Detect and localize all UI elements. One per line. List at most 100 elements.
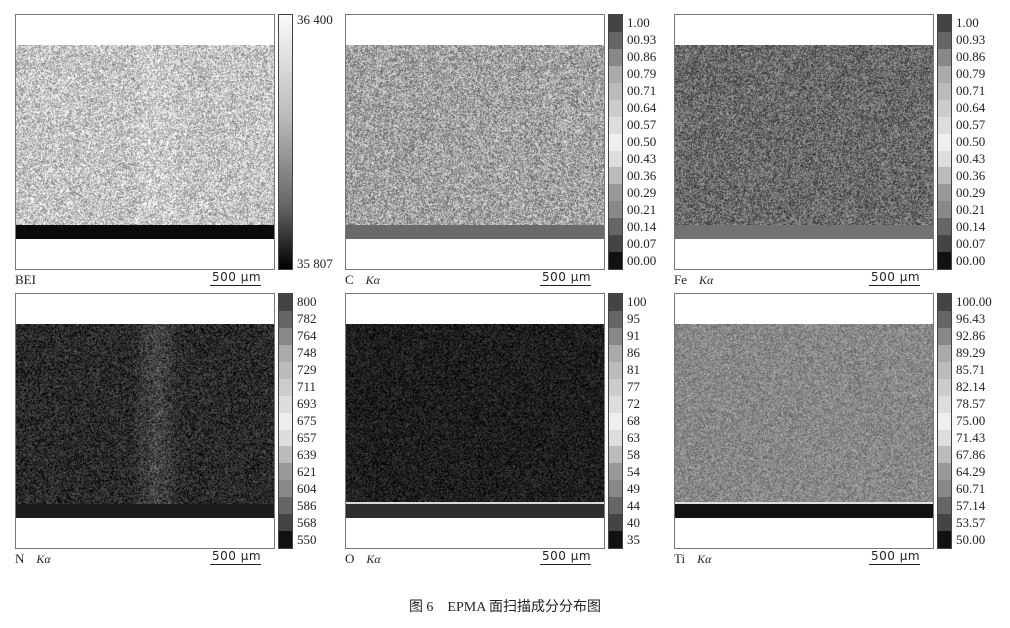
colorbar-segment [609, 134, 622, 151]
colorbar-segment [609, 531, 622, 548]
scale-bar: 500 μm [540, 549, 591, 565]
colorbar-tick: 00.43 [627, 151, 656, 167]
colorbar-tick: 86 [627, 345, 640, 361]
colorbar-segment [938, 311, 951, 328]
colorbar-tick: 764 [297, 328, 317, 344]
substrate-strip [346, 225, 604, 239]
element-name: C [345, 272, 354, 287]
colorbar-segment [609, 117, 622, 134]
colorbar-tick: 36 400 [297, 12, 333, 28]
colorbar [278, 14, 293, 270]
colorbar-segment [938, 413, 951, 430]
colorbar-tick: 00.14 [956, 219, 985, 235]
colorbar-segment [279, 480, 292, 497]
colorbar-tick: 35 [627, 532, 640, 548]
colorbar-segment [938, 480, 951, 497]
colorbar [608, 293, 623, 549]
colorbar-segment [609, 413, 622, 430]
colorbar-segment [938, 430, 951, 447]
colorbar-segment [609, 514, 622, 531]
map-panel: 36 400 35 807 BEI 500 μm [15, 14, 345, 294]
colorbar-tick: 621 [297, 464, 317, 480]
colorbar-tick: 550 [297, 532, 317, 548]
colorbar-tick: 00.00 [627, 253, 656, 269]
colorbar-segment [609, 446, 622, 463]
colorbar-segment [938, 218, 951, 235]
element-map [674, 14, 934, 270]
line-label: Kα [366, 552, 380, 566]
colorbar-tick: 604 [297, 481, 317, 497]
substrate-strip [346, 504, 604, 518]
colorbar-segment [938, 362, 951, 379]
colorbar-segment [938, 167, 951, 184]
colorbar-tick: 00.29 [627, 185, 656, 201]
colorbar-segment [609, 32, 622, 49]
colorbar-segment [279, 294, 292, 311]
colorbar-segment [279, 463, 292, 480]
colorbar-tick: 00.57 [956, 117, 985, 133]
colorbar-tick: 82.14 [956, 379, 985, 395]
colorbar-tick: 00.29 [956, 185, 985, 201]
colorbar-segment [609, 345, 622, 362]
colorbar-segment [609, 430, 622, 447]
map-texture [675, 324, 933, 504]
map-panel: 1.00 00.93 00.86 00.79 00.71 00.64 00.57 00.50 0… [674, 14, 1004, 294]
colorbar-tick: 657 [297, 430, 317, 446]
colorbar-tick: 85.71 [956, 362, 985, 378]
colorbar-segment [938, 117, 951, 134]
colorbar-segment [609, 201, 622, 218]
colorbar-segment [609, 235, 622, 252]
colorbar-segment [938, 531, 951, 548]
colorbar-segment [609, 294, 622, 311]
colorbar-segment [609, 252, 622, 269]
colorbar-segment [938, 151, 951, 168]
colorbar-tick: 68 [627, 413, 640, 429]
colorbar-segment [609, 83, 622, 100]
map-label: N Kα [15, 551, 51, 567]
colorbar-tick: 00.93 [956, 32, 985, 48]
colorbar-tick: 71.43 [956, 430, 985, 446]
colorbar-tick: 00.07 [956, 236, 985, 252]
colorbar-tick: 729 [297, 362, 317, 378]
element-map [345, 293, 605, 549]
colorbar-segment [609, 311, 622, 328]
colorbar-tick: 72 [627, 396, 640, 412]
colorbar-segment [279, 379, 292, 396]
colorbar-tick: 00.71 [956, 83, 985, 99]
figure-caption: 图 6 EPMA 面扫描成分分布图 [0, 596, 1010, 616]
colorbar-segment [609, 15, 622, 32]
colorbar-segment [609, 480, 622, 497]
colorbar-tick: 00.14 [627, 219, 656, 235]
colorbar-tick: 00.79 [627, 66, 656, 82]
map-panel: 800 782 764 748 729 711 693 675 657 639 621 604 586 5… [15, 293, 345, 573]
colorbar-tick: 782 [297, 311, 317, 327]
colorbar-segment [609, 151, 622, 168]
colorbar-tick: 639 [297, 447, 317, 463]
colorbar-segment [279, 514, 292, 531]
colorbar-segment [938, 32, 951, 49]
colorbar-tick: 53.57 [956, 515, 985, 531]
element-map [345, 14, 605, 270]
colorbar-tick: 693 [297, 396, 317, 412]
colorbar-tick: 49 [627, 481, 640, 497]
colorbar-tick: 1.00 [956, 15, 979, 31]
element-map [674, 293, 934, 549]
line-label: Kα [36, 552, 50, 566]
element-map [15, 293, 275, 549]
colorbar-segment [938, 446, 951, 463]
map-label: C Kα [345, 272, 380, 288]
colorbar-tick: 44 [627, 498, 640, 514]
colorbar-segment [609, 66, 622, 83]
scale-bar: 500 μm [869, 549, 920, 565]
line-label: Kα [699, 273, 713, 287]
colorbar-tick: 78.57 [956, 396, 985, 412]
colorbar-segment [938, 15, 951, 32]
colorbar-tick: 00.07 [627, 236, 656, 252]
colorbar-segment [279, 531, 292, 548]
colorbar [278, 293, 293, 549]
map-texture [675, 45, 933, 225]
colorbar-segment [938, 201, 951, 218]
element-name: N [15, 551, 24, 566]
colorbar-segment [609, 218, 622, 235]
colorbar-tick: 00.71 [627, 83, 656, 99]
